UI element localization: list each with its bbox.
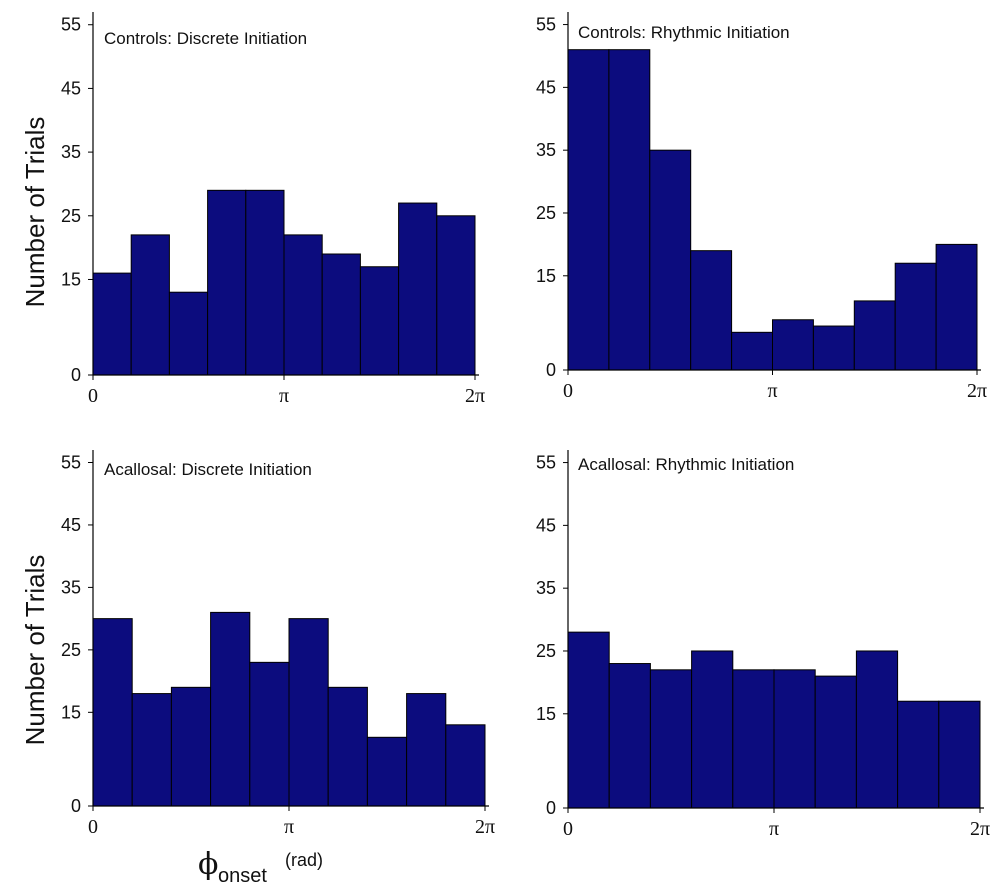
panel-title: Controls: Rhythmic Initiation: [578, 23, 790, 42]
histogram-bar: [131, 693, 172, 807]
histogram-bar: [649, 669, 693, 809]
histogram-bar: [772, 319, 814, 371]
x-tick-label: 0: [88, 385, 98, 407]
y-tick-label: 35: [61, 577, 81, 597]
histogram-bar: [288, 618, 329, 807]
histogram-bar: [398, 202, 438, 376]
y-tick-label: 55: [61, 452, 81, 472]
histogram-bar: [92, 272, 132, 376]
histogram-bar: [894, 262, 937, 371]
histogram-bar: [321, 253, 361, 376]
histogram-bar: [92, 618, 133, 807]
y-tick-label: 25: [536, 641, 556, 661]
x-tick-label: π: [769, 818, 779, 840]
histogram-bar: [210, 611, 251, 807]
histogram-bar: [245, 189, 285, 376]
x-tick-label: 0: [88, 816, 98, 838]
histogram-bar: [691, 650, 734, 809]
histogram-bar: [608, 663, 651, 809]
x-tick-label: 0: [563, 380, 573, 402]
histogram-bar: [938, 700, 981, 809]
panel-controls-discrete: 0 15 25 35 45 55 0 π 2π Controls: Discrete Initia…: [61, 12, 485, 407]
y-tick-label: 45: [61, 78, 81, 98]
y-tick-label: 55: [536, 453, 556, 473]
y-tick-label: 25: [536, 203, 556, 223]
y-tick-label: 45: [536, 515, 556, 535]
y-tick-label: 0: [71, 365, 81, 385]
panel-title: Controls: Discrete Initiation: [104, 29, 307, 48]
y-axis-label-bottom: Number of Trials: [20, 555, 50, 746]
y-tick-label: 35: [536, 140, 556, 160]
y-tick-label: 45: [536, 77, 556, 97]
histogram-bar: [855, 650, 899, 809]
histogram-bar: [690, 250, 733, 371]
y-tick-label: 0: [546, 798, 556, 818]
panel-title: Acallosal: Rhythmic Initiation: [578, 455, 794, 474]
y-tick-label: 35: [61, 142, 81, 162]
histogram-bar: [773, 669, 816, 809]
x-tick-label: 2π: [465, 385, 485, 407]
histogram-bar: [567, 49, 610, 371]
x-tick-label: 2π: [970, 818, 990, 840]
histogram-bar: [130, 234, 170, 376]
y-tick-label: 15: [61, 702, 81, 722]
histogram-bar: [608, 49, 651, 371]
histogram-bar: [207, 189, 247, 376]
y-tick-label: 55: [61, 15, 81, 35]
panel-acallosal-rhythmic: 0 15 25 35 45 55 0 π 2π Acallosal: Rhythmic Initi…: [536, 450, 990, 840]
y-tick-label: 25: [61, 206, 81, 226]
y-tick-label: 55: [536, 15, 556, 35]
x-tick-label: 0: [563, 818, 573, 840]
histogram-bar: [168, 291, 209, 376]
y-tick-label: 15: [536, 704, 556, 724]
histogram-bar: [812, 325, 855, 371]
x-tick-label: 2π: [967, 380, 987, 402]
panel-controls-rhythmic: 0 15 25 35 45 55 0 π 2π Controls: Rhythmic Initia…: [536, 12, 987, 402]
y-tick-label: 15: [536, 266, 556, 286]
x-tick-label: π: [284, 816, 294, 838]
histogram-bar: [436, 215, 476, 376]
histogram-bar: [327, 686, 368, 807]
panel-acallosal-discrete: 0 15 25 35 45 55 0 π 2π Acallosal: Discrete Initi…: [61, 450, 495, 838]
histogram-bar: [897, 700, 940, 809]
x-axis-label-symbol: ϕ: [198, 847, 218, 882]
histogram-bar: [249, 661, 290, 807]
histogram-bar: [406, 693, 447, 807]
histogram-bar: [445, 724, 486, 807]
y-axis-label-top: Number of Trials: [20, 117, 50, 308]
x-axis-label: ϕ onset (rad): [198, 847, 323, 886]
x-axis-label-unit: (rad): [285, 850, 323, 870]
histogram-bar: [359, 266, 400, 376]
x-tick-label: π: [767, 380, 777, 402]
y-tick-label: 15: [61, 269, 81, 289]
y-tick-label: 0: [546, 360, 556, 380]
x-axis-label-subscript: onset: [218, 865, 267, 886]
y-tick-label: 35: [536, 578, 556, 598]
histogram-bar: [732, 669, 775, 809]
histogram-bar: [731, 331, 773, 371]
y-tick-label: 0: [71, 796, 81, 816]
x-tick-label: π: [279, 385, 289, 407]
histogram-bar: [366, 736, 408, 807]
y-tick-label: 25: [61, 640, 81, 660]
histogram-bar: [283, 234, 323, 376]
histogram-bar: [853, 300, 896, 371]
x-tick-label: 2π: [475, 816, 495, 838]
histogram-bar: [649, 149, 692, 371]
histogram-bar: [814, 675, 857, 809]
histogram-bar: [567, 631, 610, 809]
y-tick-label: 45: [61, 515, 81, 535]
panel-title: Acallosal: Discrete Initiation: [104, 460, 312, 479]
histogram-bar: [170, 686, 212, 807]
histogram-bar: [935, 243, 978, 371]
